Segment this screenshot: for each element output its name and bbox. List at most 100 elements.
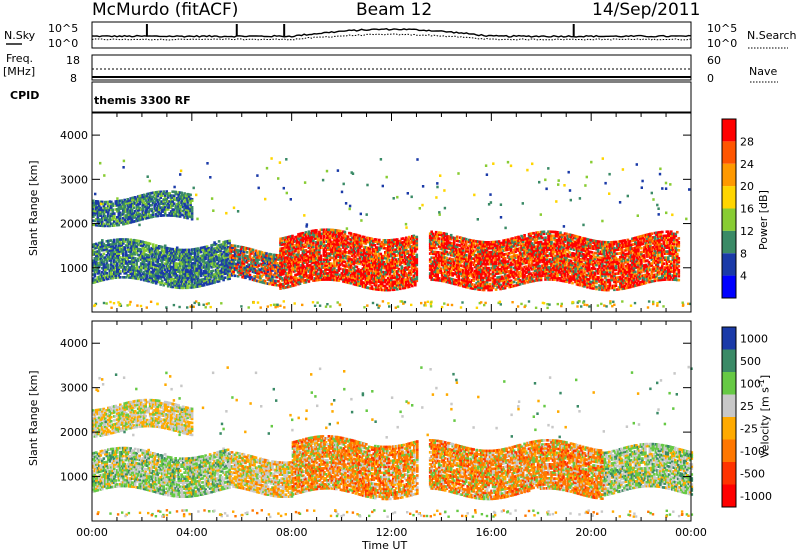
power-cell-314 [123, 268, 126, 271]
power-cell-4402 [493, 284, 496, 288]
power-cell-933 [183, 250, 186, 254]
power-cell-346 [126, 240, 129, 243]
power-cell-671 [159, 269, 162, 272]
power-cell-3878 [451, 260, 454, 263]
power-cell-1519 [242, 256, 246, 259]
power-cell-2265 [313, 251, 317, 254]
power-cell-3169 [384, 266, 387, 270]
power-cell-1606 [254, 265, 258, 268]
power-cell-60 [96, 246, 100, 249]
power-cell-2369 [322, 260, 326, 263]
power-cell-1750 [272, 263, 276, 267]
power-cell-1834 [280, 257, 284, 260]
power-cell-1534 [244, 248, 247, 252]
power-cell-1978 [291, 242, 294, 246]
power-cell-775 [169, 275, 173, 279]
power-cell-856 [177, 280, 180, 283]
power-cell-63 [98, 277, 101, 281]
power-cell-954 [186, 278, 189, 282]
power-cell-952 [186, 286, 189, 290]
power-cell-3519 [411, 254, 414, 258]
power-cell-551 [147, 260, 150, 263]
power-cell-2764 [352, 235, 356, 238]
power-cell-4565 [505, 244, 508, 248]
power-cell-2645 [343, 264, 347, 268]
power-cell-4494 [500, 287, 504, 290]
power-cell-4069 [466, 266, 469, 269]
power-cell-1454 [233, 250, 237, 254]
power-cell-1434 [232, 268, 235, 271]
power-cell-172 [110, 277, 113, 280]
power-cell-2153 [304, 233, 308, 236]
power-cell-1475 [236, 245, 240, 248]
power-cell-2676 [346, 279, 350, 282]
power-cell-3670 [434, 266, 438, 270]
power-cell-2615 [340, 238, 344, 241]
power-cell-415 [133, 274, 137, 278]
power-cell-570 [148, 252, 152, 256]
power-cell-2855 [360, 253, 363, 256]
station-title: McMurdo (fitACF) [92, 0, 239, 20]
power-cell-2288 [315, 241, 318, 244]
power-cell-4538 [503, 270, 507, 274]
power-cell-696 [160, 245, 164, 249]
power-cell-2282 [315, 253, 318, 256]
power-cell-2310 [316, 238, 320, 242]
power-cell-480 [139, 250, 143, 253]
power-cell-434 [135, 267, 138, 270]
power-cell-862 [177, 262, 180, 266]
power-cell-2313 [316, 232, 320, 236]
power-cell-4251 [481, 278, 484, 282]
power-cell-1859 [282, 243, 285, 246]
power-cell-1988 [292, 266, 296, 269]
power-cell-1633 [257, 256, 261, 259]
power-cell-907 [181, 266, 185, 270]
power-cell-4515 [502, 279, 505, 282]
power-cell-3539 [412, 260, 416, 263]
power-cell-2197 [309, 258, 312, 261]
power-cell-437 [135, 261, 138, 264]
power-cell-4324 [485, 251, 489, 254]
power-cell-1684 [265, 272, 268, 275]
power-cell-3228 [388, 264, 392, 268]
power-cell-4270 [482, 284, 486, 288]
power-cell-2125 [303, 261, 306, 264]
power-cell-1651 [260, 265, 264, 268]
power-cell-4061 [466, 284, 469, 287]
power-cell-831 [174, 256, 177, 259]
power-cell-2111 [301, 247, 305, 251]
power-cell-984 [189, 286, 192, 289]
power-cell-3065 [375, 238, 378, 241]
power-cell-992 [189, 268, 192, 271]
power-cell-1287 [217, 269, 221, 273]
power-cell-3354 [397, 242, 401, 245]
power-cell-4712 [518, 271, 522, 274]
power-cell-2901 [364, 286, 368, 289]
power-cell-3566 [414, 242, 417, 245]
power-cell-2501 [331, 228, 335, 232]
power-cell-4132 [472, 287, 475, 290]
power-cell-1785 [277, 266, 280, 269]
power-cell-783 [169, 251, 173, 255]
power-cell-1827 [280, 271, 284, 274]
power-cell-568 [148, 260, 152, 263]
power-cell-1705 [268, 282, 271, 286]
power-cell-905 [181, 270, 185, 274]
power-cell-184 [110, 253, 113, 256]
power-cell-2509 [333, 262, 336, 266]
power-cell-1110 [199, 254, 203, 258]
power-cell-3928 [455, 265, 459, 268]
power-cell-169 [108, 245, 112, 248]
power-cell-3381 [400, 271, 404, 274]
power-cell-4670 [514, 238, 517, 241]
power-cell-1774 [275, 268, 279, 271]
power-cell-254 [117, 272, 121, 275]
power-cell-2743 [351, 236, 354, 240]
power-cell-1499 [241, 271, 244, 275]
power-cell-3865 [449, 243, 453, 247]
power-cell-493 [141, 252, 144, 256]
power-cell-4612 [509, 263, 513, 267]
power-cell-2225 [310, 243, 314, 247]
power-cell-1936 [288, 249, 291, 253]
power-cell-363 [129, 270, 132, 273]
